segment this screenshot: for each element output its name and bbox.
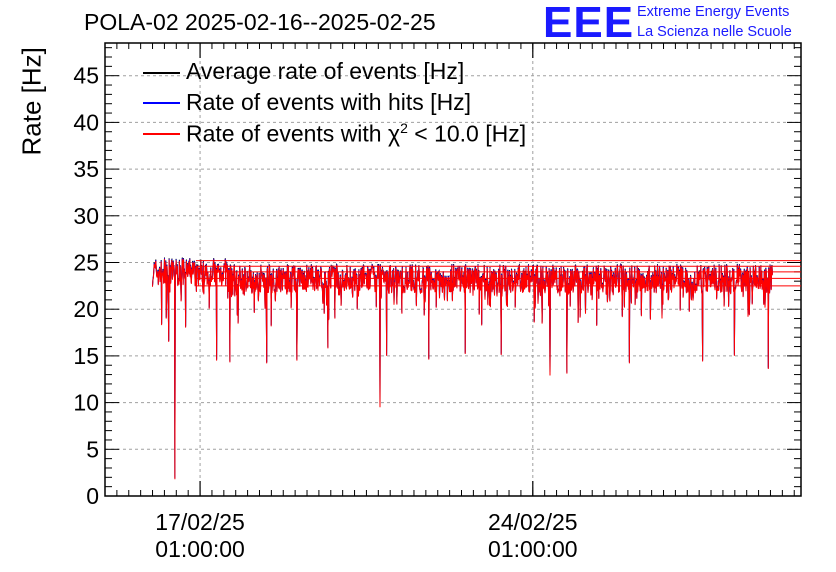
- plot-frame: [104, 42, 802, 497]
- y-tick-label: 25: [73, 249, 99, 275]
- chart-title: POLA-02 2025-02-16--2025-02-25: [84, 9, 436, 35]
- y-tick-label: 10: [73, 390, 99, 416]
- y-axis-label: Rate [Hz]: [16, 47, 47, 156]
- plot-border: [104, 42, 802, 497]
- logo-line-1: Extreme Energy Events: [637, 4, 790, 20]
- y-tick-label: 15: [73, 343, 99, 369]
- x-tick-label-time: 01:00:00: [155, 536, 245, 562]
- legend-chi2-prefix: Rate of events with χ: [186, 120, 401, 147]
- series-chi2-line: [152, 258, 773, 480]
- x-tick-label-date: 17/02/25: [155, 509, 245, 535]
- y-tick-label: 20: [73, 296, 99, 322]
- legend-chi2-sup: 2: [400, 120, 408, 136]
- y-tick-label: 35: [73, 156, 99, 182]
- y-tick-label: 45: [73, 63, 99, 89]
- y-tick-label: 0: [86, 483, 99, 509]
- y-tick-label: 30: [73, 203, 99, 229]
- legend-entry-average: Average rate of events [Hz]: [186, 58, 465, 84]
- axis-ticks: [104, 43, 801, 497]
- legend-entry-hits: Rate of events with hits [Hz]: [186, 89, 472, 115]
- x-tick-label-time: 01:00:00: [488, 536, 578, 562]
- x-tick-label-date: 24/02/25: [488, 509, 578, 535]
- logo-line-2: La Scienza nelle Scuole: [637, 24, 792, 40]
- series-group: [152, 257, 801, 480]
- legend-chi2-suffix: < 10.0 [Hz]: [407, 120, 527, 147]
- y-tick-label: 40: [73, 109, 99, 135]
- legend-entry-chi2: Rate of events with χ2 < 10.0 [Hz]: [186, 120, 526, 148]
- grid-lines: [105, 43, 801, 496]
- y-tick-label: 5: [86, 436, 99, 462]
- eee-logo: EEE: [543, 0, 635, 47]
- y-tick-labels: 0 5 10 15 20 25 30 35 40 45: [73, 63, 99, 509]
- legend-lines: [143, 72, 180, 135]
